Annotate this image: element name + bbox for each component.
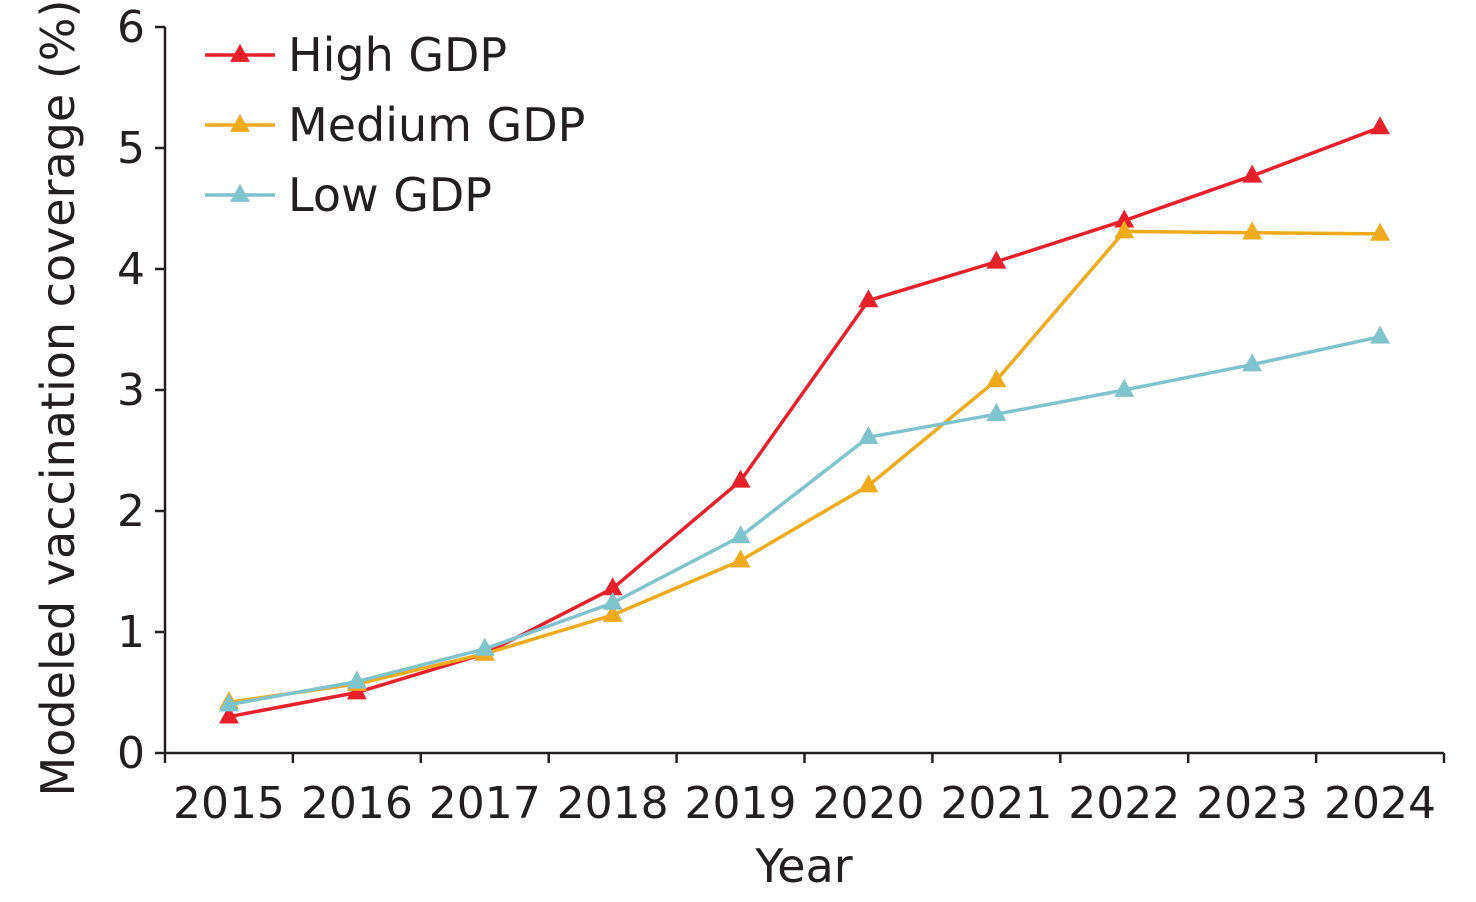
y-tick-label: 2	[117, 486, 145, 537]
x-tick-label: 2016	[301, 778, 413, 829]
legend-item: Medium GDP	[205, 98, 585, 152]
data-point-marker	[346, 670, 367, 689]
data-point-marker	[1242, 353, 1263, 372]
x-axis-title: Year	[754, 839, 852, 893]
data-point-marker	[730, 549, 751, 568]
data-point-marker	[858, 426, 879, 445]
series-medium-gdp	[218, 220, 1391, 710]
x-tick-label: 2020	[812, 778, 924, 829]
data-point-marker	[1114, 209, 1135, 228]
x-tick-label: 2024	[1324, 778, 1436, 829]
series-line	[228, 229, 1381, 704]
y-axis-title: Modeled vaccination coverage (%)	[31, 0, 85, 796]
x-tick-label: 2021	[940, 778, 1052, 829]
legend-marker	[230, 43, 250, 62]
y-tick-label: 4	[117, 244, 145, 295]
series-low-gdp	[218, 325, 1391, 712]
data-point-marker	[1370, 116, 1391, 135]
data-point-marker	[1242, 164, 1263, 183]
data-point-marker	[1242, 221, 1263, 240]
data-point-marker	[602, 603, 623, 622]
legend-label: Low GDP	[288, 168, 492, 222]
x-tick-label: 2017	[429, 778, 541, 829]
legend-marker	[230, 113, 250, 132]
data-point-marker	[730, 469, 751, 488]
series-layer	[218, 116, 1391, 724]
axes: 0 1 2 3 4 5 6 2015 2016 2017 2018 2019 2020 2021 2022 2…	[117, 2, 1446, 829]
x-tick-label: 2019	[685, 778, 797, 829]
y-tick-label: 1	[117, 607, 145, 658]
series-line	[228, 335, 1381, 707]
y-tick-label: 6	[117, 2, 145, 53]
data-point-marker	[858, 474, 879, 493]
data-point-marker	[730, 525, 751, 544]
data-point-marker	[602, 591, 623, 610]
y-tick-label: 5	[117, 123, 145, 174]
x-tick-label: 2015	[173, 778, 285, 829]
legend-item: High GDP	[205, 28, 507, 82]
legend-marker	[230, 183, 250, 202]
legend-label: High GDP	[288, 28, 507, 82]
data-point-marker	[986, 369, 1007, 388]
data-point-marker	[218, 705, 239, 724]
data-point-marker	[218, 693, 239, 712]
legend-item: Low GDP	[205, 168, 492, 222]
data-point-marker	[858, 289, 879, 308]
y-tick-label: 3	[117, 365, 145, 416]
series-line	[228, 125, 1381, 719]
legend: High GDP Medium GDP Low GDP	[205, 28, 585, 222]
data-point-marker	[474, 637, 495, 656]
data-point-marker	[1370, 222, 1391, 241]
data-point-marker	[1370, 325, 1391, 344]
data-point-marker	[986, 250, 1007, 269]
x-tick-label: 2022	[1068, 778, 1180, 829]
data-point-marker	[602, 577, 623, 596]
data-point-marker	[1114, 220, 1135, 239]
data-point-marker	[1114, 378, 1135, 397]
y-tick-label: 0	[117, 728, 145, 779]
data-point-marker	[986, 403, 1007, 422]
x-tick-label: 2023	[1196, 778, 1308, 829]
legend-label: Medium GDP	[288, 98, 585, 152]
x-tick-label: 2018	[557, 778, 669, 829]
